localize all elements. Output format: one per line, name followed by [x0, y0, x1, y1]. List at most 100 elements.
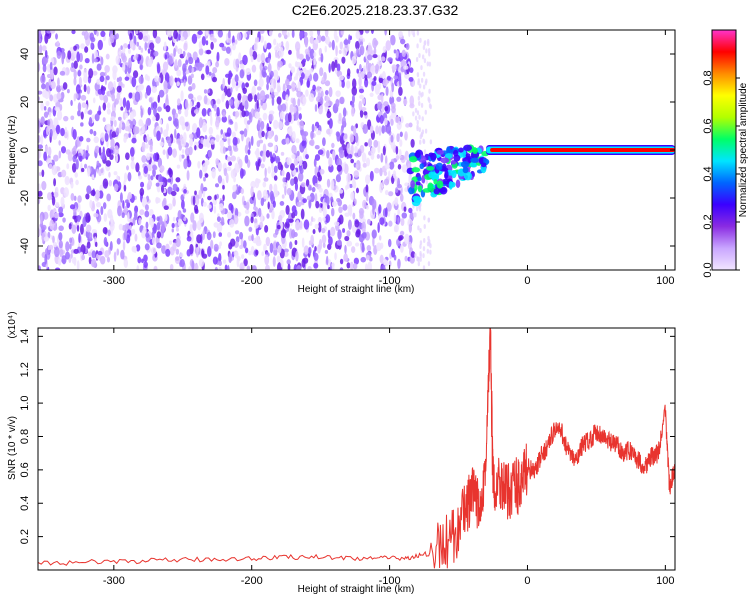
spectrogram-cell: [213, 243, 219, 252]
spectrogram-cell: [123, 172, 128, 183]
spectrogram-cell: [167, 203, 173, 211]
spectrogram-cell: [155, 182, 160, 187]
spectrogram-cell: [41, 224, 47, 231]
spectrogram-cell: [322, 217, 326, 222]
spectrogram-cell: [189, 101, 193, 109]
spectrogram-cell: [234, 121, 238, 132]
spectrogram-cell: [299, 120, 304, 131]
spectrogram-cell: [283, 248, 289, 253]
spectrogram-cell: [43, 151, 47, 161]
spectrogram-cell: [198, 212, 204, 224]
spectrogram-cell: [413, 196, 422, 204]
spectrogram-cell: [158, 77, 161, 83]
spectrogram-cell: [331, 142, 335, 149]
spectrogram-cell: [403, 65, 409, 70]
spectrogram-cell: [254, 178, 260, 189]
spectrogram-cell: [39, 214, 43, 225]
spectrogram-cell: [145, 117, 152, 126]
spectrogram-cell: [273, 183, 278, 194]
spectrogram-cell: [335, 35, 339, 43]
spectrogram-cell: [218, 203, 224, 211]
x-tick-label: -300: [103, 275, 125, 287]
spectrogram-cell: [239, 231, 244, 240]
spectrogram-cell: [363, 111, 368, 116]
spectrogram-cell: [62, 82, 68, 90]
spectrogram-cell: [420, 65, 423, 71]
spectrogram-cell: [83, 75, 89, 84]
spectrogram-cell: [427, 261, 431, 267]
spectrogram-cell: [146, 75, 150, 82]
spectrogram-cell: [240, 254, 245, 260]
spectrogram-cell: [352, 212, 356, 220]
spectrogram-cell: [177, 218, 182, 227]
spectrogram-cell: [276, 42, 279, 51]
spectrogram-cell: [105, 148, 112, 158]
spectrogram-cell: [301, 140, 306, 147]
spectrogram-cell: [395, 187, 399, 193]
spectrogram-cell: [203, 95, 208, 105]
spectrogram-cell: [264, 254, 270, 266]
spectrogram-cell: [116, 248, 120, 256]
x-tick-label: 0: [524, 575, 530, 587]
spectrogram-cell: [303, 245, 310, 255]
spectrogram-cell: [362, 65, 367, 74]
spectrogram-cell: [295, 138, 300, 144]
spectrogram-cell: [49, 61, 53, 71]
spectrogram-cell: [299, 30, 304, 39]
spectrogram-cell: [301, 131, 307, 142]
spectrogram-cell: [351, 94, 355, 104]
spectrogram-cell: [269, 183, 273, 192]
spectrogram-cell: [219, 42, 225, 48]
spectrogram-cell: [305, 69, 311, 77]
spectrogram-cell: [128, 57, 132, 69]
spectrogram-cell: [352, 178, 356, 189]
spectrogram-cell: [251, 234, 254, 242]
spectrogram-cell: [417, 80, 420, 86]
spectrogram-cell: [383, 259, 389, 267]
spectrogram-cell: [146, 133, 150, 141]
spectrogram-cell: [54, 106, 60, 111]
spectrogram-cell: [324, 80, 331, 87]
spectrogram-cell: [218, 252, 222, 263]
spectrogram-cell: [396, 133, 400, 143]
spectrogram-cell: [463, 144, 473, 152]
spectrogram-cell: [127, 211, 130, 223]
spectrogram-cell: [292, 106, 297, 114]
spectrogram-cell: [96, 253, 100, 260]
spectrogram-cell: [271, 209, 275, 220]
spectrogram-cell: [302, 198, 307, 204]
spectrogram-cell: [226, 211, 233, 220]
spectrogram-cell: [273, 248, 278, 256]
spectrogram-cell: [309, 36, 314, 44]
spectrogram-cell: [264, 167, 267, 178]
spectrogram-cell: [313, 262, 319, 269]
spectrogram-cell: [172, 242, 177, 252]
spectrogram-cell: [169, 263, 174, 270]
spectrogram-cell: [401, 49, 406, 58]
spectrogram-cell: [180, 90, 184, 102]
spectrogram-cell: [458, 147, 464, 153]
spectrogram-cell: [78, 233, 81, 244]
spectrogram-cell: [362, 199, 367, 209]
spectrogram-cell: [150, 217, 155, 229]
spectrogram-cell: [58, 140, 61, 146]
spectrogram-cell: [396, 120, 402, 130]
spectrogram-cell: [84, 46, 89, 53]
spectrogram-cell: [347, 173, 351, 183]
spectrogram-cell: [171, 228, 174, 233]
spectrogram-cell: [349, 35, 353, 41]
spectrogram-cell: [401, 164, 408, 173]
spectrogram-cell: [180, 137, 186, 148]
spectrogram-cell: [51, 249, 55, 254]
spectrogram-cell: [392, 170, 397, 179]
spectrogram-cell: [102, 178, 109, 189]
spectrogram-cell: [139, 64, 143, 70]
spectrogram-cell: [161, 245, 167, 254]
spectrogram-cell: [179, 252, 184, 258]
y-tick-label: -20: [19, 190, 31, 206]
spectrogram-cell: [53, 241, 58, 248]
spectrogram-cell: [260, 163, 265, 169]
spectrogram-cell: [97, 250, 103, 256]
spectrogram-cell: [100, 167, 104, 174]
spectrogram-cell: [267, 130, 273, 140]
